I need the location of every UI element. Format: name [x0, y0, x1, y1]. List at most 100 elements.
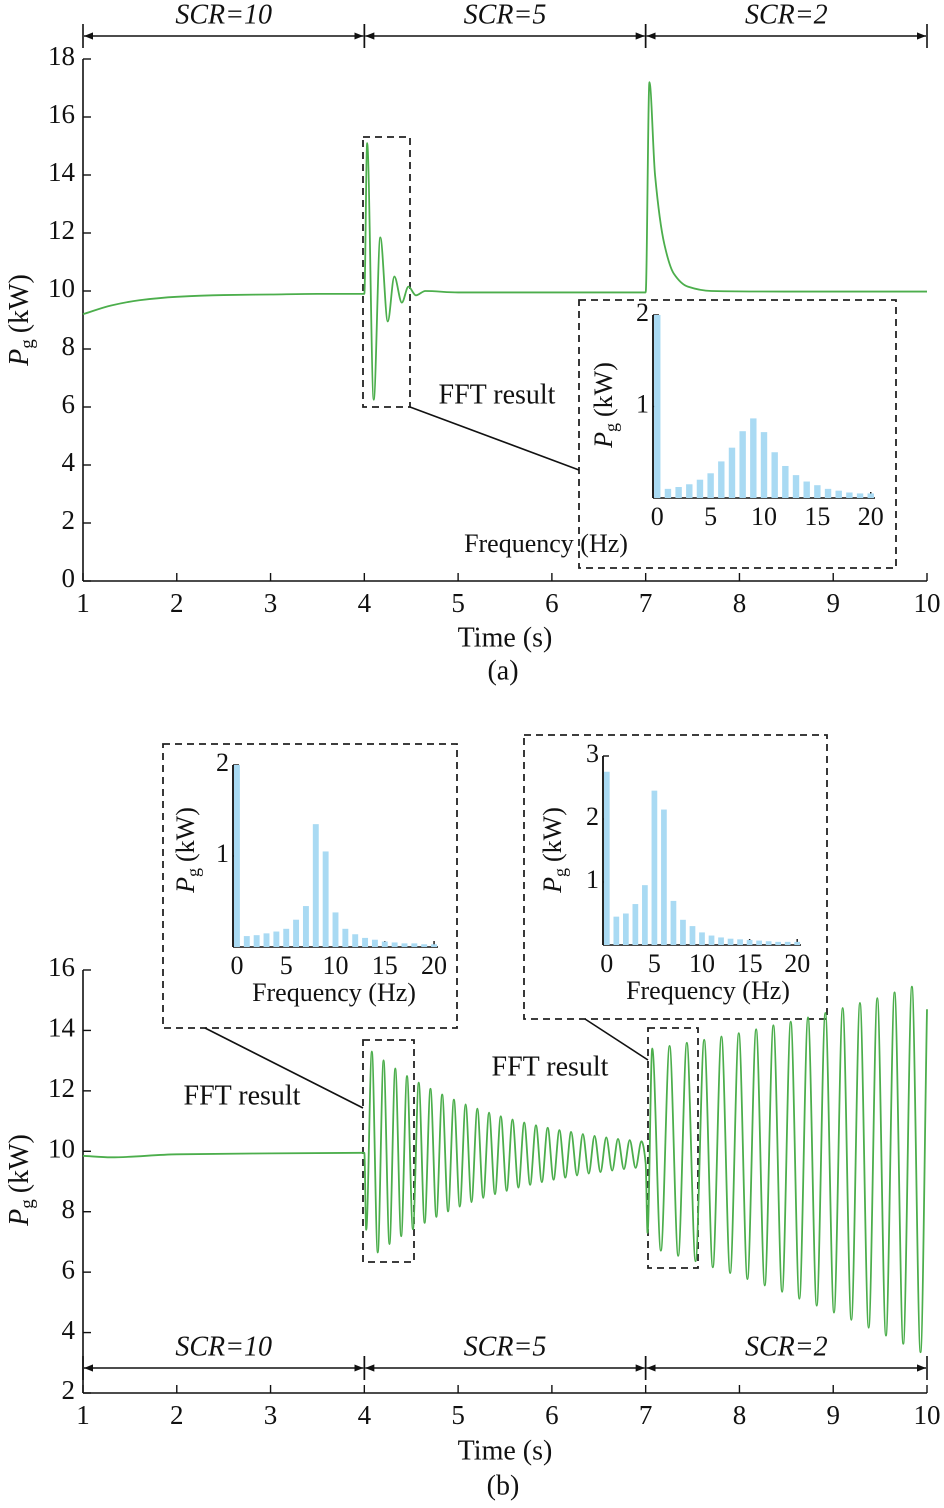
region-label: SCR=5 — [464, 1331, 547, 1362]
x-tick-label: 15 — [737, 949, 763, 978]
bar — [689, 926, 696, 945]
x-tick-label: 5 — [648, 949, 661, 978]
bar — [654, 315, 661, 498]
bar — [737, 939, 743, 945]
bar — [686, 484, 693, 498]
caption: (b) — [487, 1470, 520, 1501]
zoom-box — [647, 1027, 699, 1269]
x-tick-label: 9 — [826, 1400, 840, 1430]
inset-box — [162, 743, 458, 1029]
region-label: SCR=2 — [745, 0, 828, 30]
y-label-symbol: P — [171, 877, 200, 894]
bar — [233, 765, 240, 947]
bar — [846, 492, 853, 498]
bar — [302, 906, 309, 947]
bar — [739, 431, 746, 498]
x-tick-label: 20 — [784, 949, 810, 978]
y-axis-label: Pg (kW) — [589, 362, 621, 449]
y-label-subscript: g — [17, 1199, 38, 1209]
bar — [664, 488, 672, 498]
x-tick-label: 5 — [451, 1400, 465, 1430]
zoom-box — [362, 1039, 415, 1263]
bar — [253, 935, 260, 947]
y-label-unit: (kW) — [4, 274, 35, 333]
y-axis-label: Pg (kW) — [4, 274, 38, 367]
bar — [794, 941, 801, 945]
y-label-subscript: g — [550, 868, 570, 877]
bar — [622, 913, 629, 945]
x-tick-label: 15 — [804, 502, 830, 531]
y-tick-label: 2 — [62, 505, 76, 535]
caption: (a) — [487, 655, 518, 686]
x-tick-label: 1 — [76, 1400, 90, 1430]
region-label: SCR=10 — [175, 1331, 272, 1362]
x-tick-label: 1 — [76, 588, 90, 618]
y-axis-label: Pg (kW) — [538, 807, 570, 894]
bar — [718, 937, 724, 945]
bar — [856, 493, 864, 498]
bar — [835, 490, 842, 498]
bar — [782, 465, 789, 498]
annotation: FFT result — [492, 1051, 609, 1082]
y-tick-label: 8 — [62, 1194, 76, 1224]
bar — [824, 488, 832, 498]
bar — [381, 941, 388, 947]
y-label-symbol: P — [4, 1209, 35, 1227]
y-tick-label: 10 — [48, 273, 75, 303]
y-tick-label: 1 — [586, 865, 599, 894]
y-tick-label: 6 — [62, 389, 76, 419]
bar — [756, 940, 762, 945]
y-tick-label: 3 — [586, 739, 599, 768]
x-tick-label: 20 — [858, 502, 884, 531]
x-tick-label: 15 — [372, 951, 398, 980]
annotation: FFT result — [439, 379, 556, 410]
bar — [771, 452, 778, 498]
y-tick-label: 10 — [48, 1133, 75, 1163]
bar — [651, 790, 658, 945]
bar — [352, 934, 359, 947]
bar — [273, 931, 280, 947]
region-label: SCR=10 — [175, 0, 272, 30]
inset-box — [523, 734, 828, 1020]
x-tick-label: 6 — [545, 588, 559, 618]
bar — [775, 941, 782, 945]
x-tick-label: 4 — [358, 588, 372, 618]
bar — [760, 432, 768, 498]
bar — [431, 944, 438, 947]
x-tick-label: 9 — [826, 588, 840, 618]
connector — [409, 406, 580, 471]
bar — [680, 919, 686, 945]
zoom-box — [362, 136, 411, 408]
y-label-symbol: P — [4, 349, 35, 367]
x-tick-label: 20 — [421, 951, 447, 980]
x-tick-label: 5 — [704, 502, 717, 531]
x-tick-label: 5 — [280, 951, 293, 980]
x-tick-label: 8 — [733, 1400, 747, 1430]
bar — [332, 912, 339, 947]
line — [82, 985, 928, 1354]
y-tick-label: 4 — [62, 447, 76, 477]
x-tick-label: 6 — [545, 1400, 559, 1430]
bar — [750, 418, 757, 498]
y-axis-label: Pg (kW) — [4, 1134, 38, 1227]
bar — [632, 904, 639, 945]
line — [82, 81, 927, 401]
bar — [411, 943, 418, 947]
x-tick-label: 3 — [264, 1400, 278, 1430]
bar — [699, 932, 705, 945]
bar — [312, 824, 319, 947]
y-tick-label: 18 — [48, 41, 75, 71]
bar — [784, 941, 791, 945]
bar — [342, 928, 349, 947]
bar — [727, 938, 734, 945]
x-tick-label: 10 — [323, 951, 349, 980]
y-tick-label: 2 — [216, 748, 229, 777]
bar — [814, 485, 821, 498]
y-tick-label: 1 — [216, 839, 229, 868]
bar — [867, 493, 874, 498]
bar — [746, 939, 753, 945]
bar — [670, 900, 677, 945]
inset-box — [578, 299, 897, 569]
y-axis-label: Pg (kW) — [171, 807, 203, 894]
